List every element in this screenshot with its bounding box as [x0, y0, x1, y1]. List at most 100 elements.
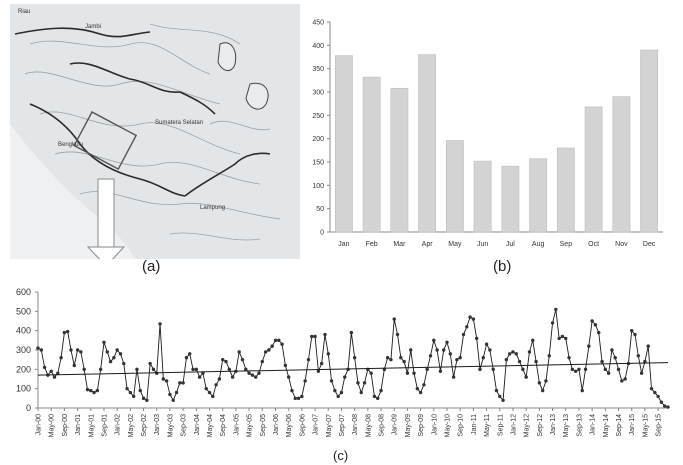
- line-x-tick-label: Jan-00: [36, 414, 43, 436]
- rainfall-point: [498, 394, 502, 399]
- rainfall-point: [418, 390, 423, 395]
- line-chart: 0 100 200 300 400 500 600 Jan-00 May-00 Sep-00 Jan…: [16, 287, 670, 437]
- rainfall-point: [59, 356, 63, 360]
- line-x-tick-label: Sep-14: [616, 414, 623, 437]
- rainfall-point: [92, 390, 96, 395]
- bar-jul: [501, 165, 520, 233]
- rainfall-point: [534, 359, 538, 364]
- rainfall-point: [527, 350, 532, 354]
- bar-y-tick-label: 200: [312, 136, 324, 143]
- line-y-tick-label: 200: [16, 364, 31, 374]
- rainfall-point: [663, 404, 667, 408]
- rainfall-point: [544, 379, 548, 383]
- rainfall-point: [481, 356, 485, 360]
- rainfall-point: [65, 329, 70, 334]
- rainfall-point: [329, 379, 334, 383]
- rainfall-point: [560, 334, 565, 339]
- rainfall-point: [313, 334, 317, 339]
- rainfall-point: [125, 386, 129, 391]
- rainfall-point: [135, 367, 139, 372]
- rainfall-point: [639, 371, 644, 375]
- line-x-tick-label: Jan-06: [273, 414, 280, 436]
- bar-oct: [584, 106, 603, 233]
- rainfall-point: [659, 400, 664, 404]
- rainfall-point: [484, 342, 489, 346]
- rainfall-point: [623, 377, 627, 381]
- rainfall-point: [474, 336, 479, 341]
- rainfall-point: [151, 367, 156, 372]
- map-panel: Riau Jambi Sumatera Selatan Bengkulu Lam…: [10, 4, 300, 259]
- rainfall-point: [211, 394, 215, 399]
- line-x-tick-label: Jan-10: [431, 414, 438, 436]
- rainfall-point: [461, 332, 466, 337]
- rainfall-point: [273, 338, 278, 343]
- rainfall-point: [310, 334, 314, 339]
- rainfall-point: [399, 356, 403, 360]
- rainfall-point: [161, 377, 166, 381]
- line-x-tick-label: May-13: [563, 414, 570, 437]
- rainfall-point: [636, 354, 641, 358]
- rainfall-point: [319, 361, 324, 366]
- bar-x-tick-label: Sep: [560, 241, 573, 248]
- rainfall-point: [613, 356, 617, 360]
- rainfall-point: [649, 386, 654, 391]
- line-x-tick-label: Sep-15: [656, 414, 663, 437]
- rainfall-point: [392, 317, 396, 321]
- rainfall-point: [138, 388, 142, 393]
- bar-y-tick-label: 300: [312, 90, 324, 97]
- map-label-riau: Riau: [18, 9, 30, 15]
- trend-line: [37, 362, 669, 376]
- rainfall-point: [468, 315, 472, 319]
- line-x-tick-label: Sep-04: [220, 414, 227, 437]
- rainfall-point: [507, 352, 512, 356]
- rainfall-point: [95, 388, 100, 393]
- rainfall-point: [356, 381, 360, 385]
- rainfall-point: [333, 388, 337, 393]
- rainfall-point: [643, 359, 647, 364]
- rainfall-point: [145, 398, 149, 402]
- line-x-tick-label: Sep-12: [537, 414, 544, 437]
- bar-chart-panel: 0 50 100 150 200 250 300 350 400 450 Jan Feb Mar Apr M…: [300, 0, 683, 280]
- bar-x-tick-label: Apr: [422, 241, 434, 248]
- line-x-tick-label: May-04: [207, 414, 214, 437]
- map-borders: [14, 27, 271, 197]
- rainfall-point: [603, 367, 608, 372]
- line-chart-panel: 0 100 200 300 400 500 600 Jan-00 May-00 Sep-00 Jan…: [0, 280, 683, 465]
- line-x-tick-label: May-08: [365, 414, 372, 437]
- rainfall-point: [537, 381, 542, 385]
- rainfall-point: [593, 323, 598, 327]
- rainfall-point: [524, 375, 528, 379]
- rainfall-point: [445, 340, 449, 344]
- line-x-tick-label: Jan-15: [629, 414, 636, 436]
- map-label-sumatera-selatan: Sumatera Selatan: [155, 120, 203, 126]
- rainfall-point: [290, 388, 294, 393]
- rainfall-point: [122, 361, 126, 366]
- bar-x-tick-label: Mar: [393, 241, 406, 248]
- line-x-tick-label: Jan-07: [313, 414, 320, 436]
- rainfall-point: [587, 344, 591, 348]
- line-x-tick-label: Sep-02: [141, 414, 148, 437]
- rainfall-point: [148, 361, 152, 366]
- rainfall-point: [105, 350, 109, 354]
- line-x-tick-label: Jan-02: [115, 414, 122, 436]
- bar-x-tick-label: Jun: [477, 241, 488, 248]
- map-label-jambi: Jambi: [85, 24, 101, 30]
- rainfall-point: [108, 359, 113, 364]
- rainfall-point: [412, 371, 416, 375]
- rainfall-point: [207, 390, 212, 395]
- bar-x-tick-label: Dec: [643, 241, 656, 248]
- rainfall-point: [253, 375, 258, 379]
- line-y-tick-label: 100: [16, 384, 31, 394]
- rainfall-point: [567, 356, 571, 360]
- rainfall-point: [102, 340, 106, 344]
- line-x-tick-label: Sep-07: [339, 414, 346, 437]
- line-x-tick-label: May-01: [88, 414, 95, 437]
- rainfall-point: [260, 359, 264, 364]
- rainfall-point: [583, 367, 588, 372]
- rainfall-point: [82, 367, 86, 372]
- line-x-tick-label: Sep-08: [379, 414, 386, 437]
- rainfall-point: [369, 371, 373, 375]
- line-y-tick-label: 600: [16, 287, 31, 297]
- rainfall-point: [171, 398, 175, 402]
- line-x-tick-label: Jan-14: [590, 414, 597, 436]
